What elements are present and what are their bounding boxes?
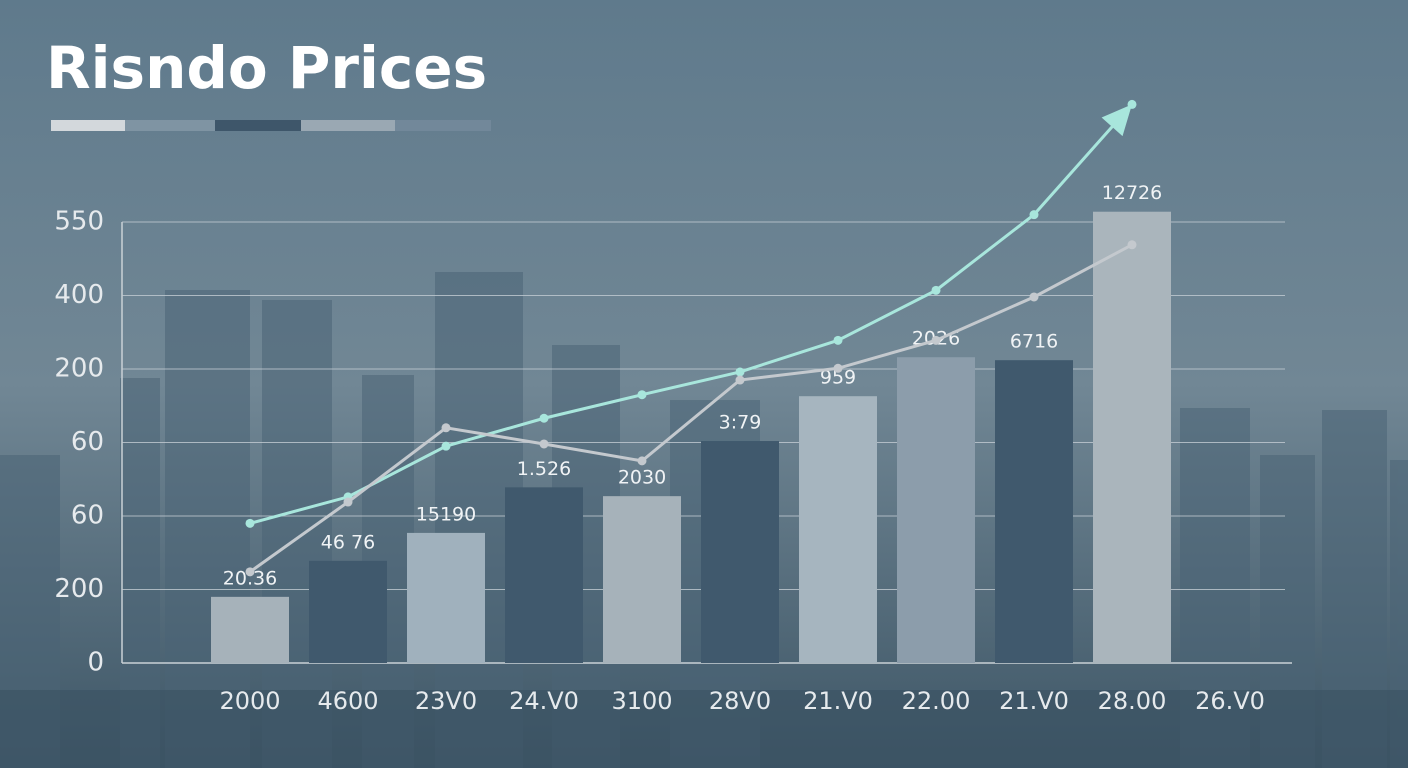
x-tick-label: 4600 <box>317 687 378 715</box>
bar-label: 20.36 <box>223 567 277 589</box>
line-point <box>343 497 353 507</box>
bar-label: 1.526 <box>517 458 571 480</box>
line-point <box>833 363 843 373</box>
bar-label: 12726 <box>1102 182 1162 204</box>
line-point <box>245 567 255 577</box>
y-tick-label: 60 <box>71 501 104 531</box>
bar <box>995 360 1073 663</box>
line-point <box>441 423 451 433</box>
ground <box>0 690 1408 768</box>
x-tick-label: 24.V0 <box>509 687 579 715</box>
line-point <box>637 390 647 400</box>
y-tick-label: 0 <box>87 648 104 678</box>
x-tick-label: 2000 <box>219 687 280 715</box>
line-point <box>637 456 647 466</box>
line-point <box>735 375 745 385</box>
bar <box>799 396 877 663</box>
bar-label: 46 76 <box>321 531 375 553</box>
line-point <box>539 413 549 423</box>
line-point <box>833 335 843 345</box>
arrow-head <box>1101 104 1132 137</box>
bar <box>407 532 485 663</box>
x-tick-label: 21.V0 <box>803 687 873 715</box>
trend-line <box>249 243 1133 574</box>
bar-label: 959 <box>820 367 856 389</box>
bar <box>309 560 387 663</box>
line-point <box>539 439 549 449</box>
bar <box>1093 211 1171 663</box>
line-point <box>931 285 941 295</box>
y-tick-label: 60 <box>71 427 104 457</box>
bar-label: 3:79 <box>719 412 762 434</box>
line-point <box>441 441 451 451</box>
bar-label: 15190 <box>416 503 476 525</box>
bar <box>897 357 975 663</box>
trend-line <box>249 103 1134 525</box>
chart-title: Risndo Prices <box>46 34 487 102</box>
line-point <box>245 518 255 528</box>
x-tick-label: 28.00 <box>1098 687 1167 715</box>
x-tick-label: 3100 <box>611 687 672 715</box>
bar <box>505 487 583 663</box>
y-tick-label: 200 <box>54 354 104 384</box>
x-tick-label: 26.V0 <box>1195 687 1265 715</box>
bar <box>701 441 779 663</box>
line-point <box>1029 210 1039 220</box>
line-point <box>1127 240 1137 250</box>
bar <box>603 496 681 663</box>
line-point <box>931 335 941 345</box>
x-tick-label: 23V0 <box>415 687 477 715</box>
y-tick-label: 200 <box>54 574 104 604</box>
line-point <box>735 367 745 377</box>
title-underline <box>51 120 491 131</box>
bar <box>211 596 289 663</box>
bar-label: 2030 <box>618 467 666 489</box>
y-tick-label: 550 <box>54 207 104 237</box>
x-tick-label: 22.00 <box>902 687 971 715</box>
bar-label: 6716 <box>1010 331 1058 353</box>
x-tick-label: 21.V0 <box>999 687 1069 715</box>
line-point <box>1029 292 1039 302</box>
x-tick-label: 28V0 <box>709 687 771 715</box>
y-tick-label: 400 <box>54 280 104 310</box>
